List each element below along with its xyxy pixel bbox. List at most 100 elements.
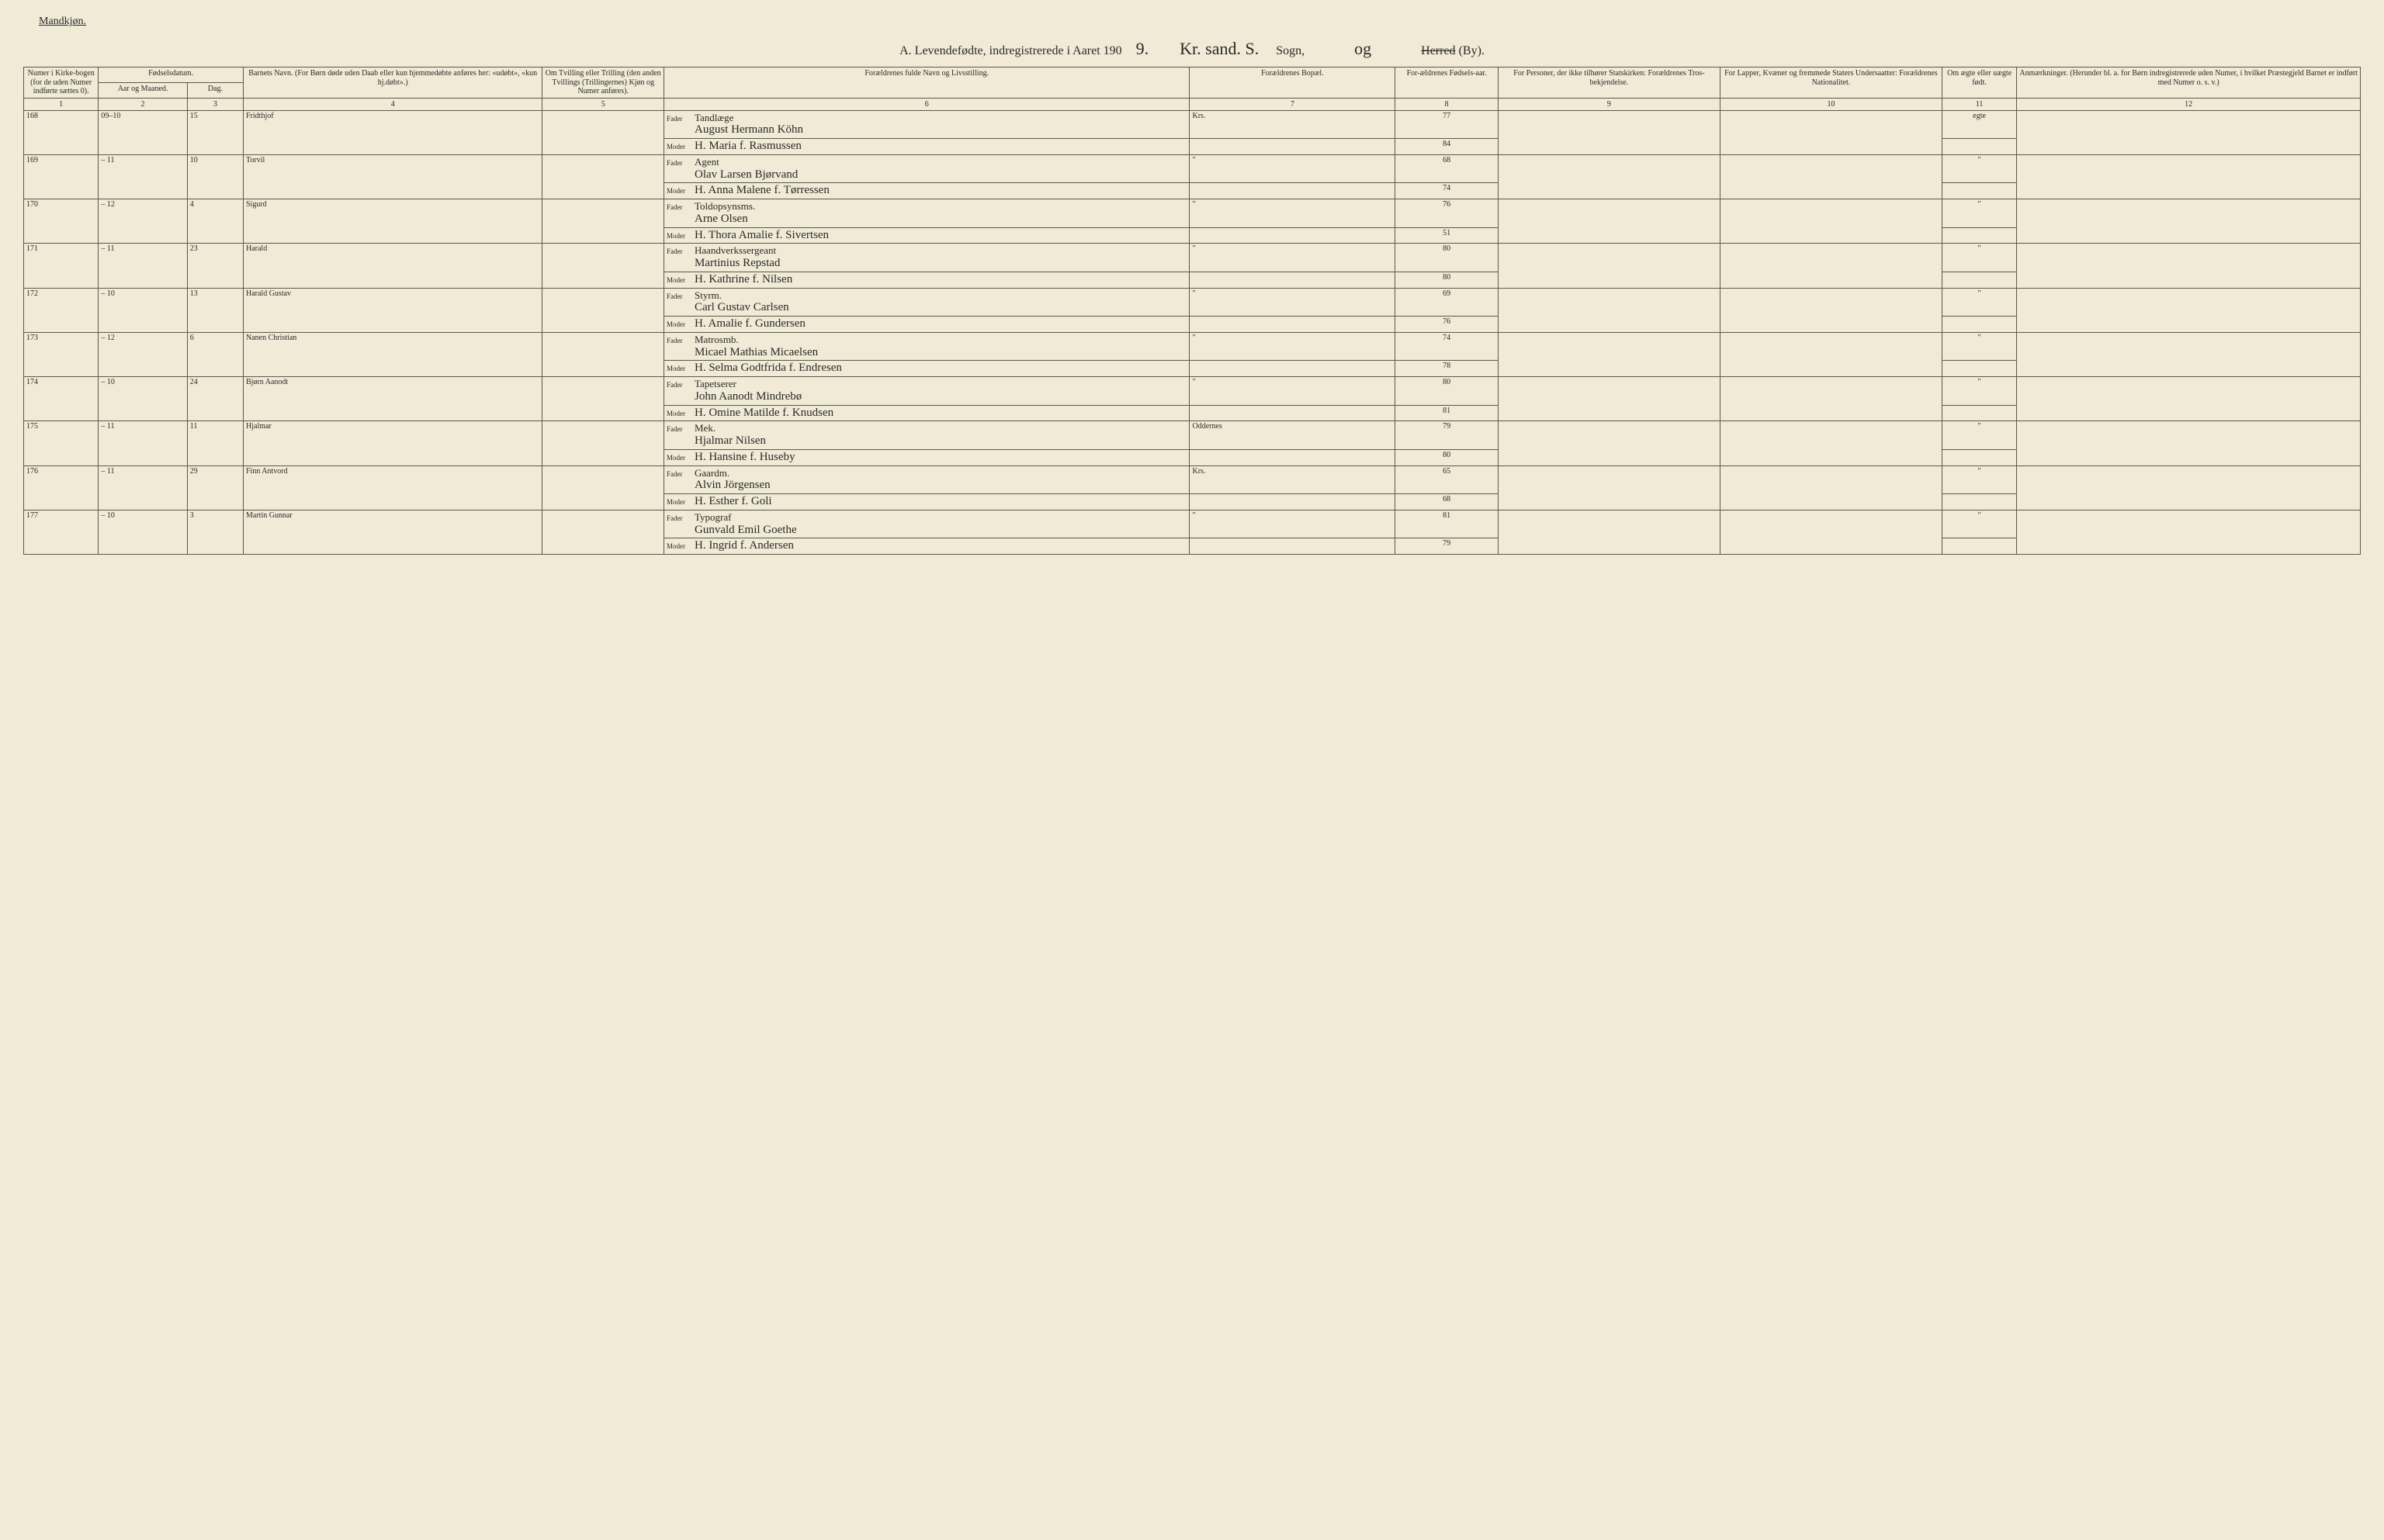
mother-year: 84 — [1395, 139, 1498, 155]
mother-year: 76 — [1395, 317, 1498, 333]
residence: Krs. — [1190, 465, 1395, 494]
father-text: Gaardm.Alvin Jörgensen — [695, 468, 771, 493]
father-label: Fader — [667, 204, 695, 211]
entry-row-father: 175– 1111HjalmarFaderMek.Hjalmar NilsenO… — [24, 421, 2361, 450]
remarks — [2017, 288, 2361, 332]
father-year: 80 — [1395, 377, 1498, 406]
twin-col — [542, 110, 664, 154]
father-cell: FaderHaandverkssergeantMartinius Repstad — [664, 244, 1189, 272]
twin-col — [542, 510, 664, 554]
residence-blank — [1190, 538, 1395, 555]
entry-number: 168 — [24, 110, 99, 154]
entry-number: 171 — [24, 244, 99, 288]
col-header-4: Barnets Navn. (For Børn døde uden Daab e… — [244, 67, 542, 99]
col-header-2-group: Fødselsdatum. — [99, 67, 244, 83]
child-name: Harald — [244, 244, 542, 288]
father-label: Fader — [667, 515, 695, 522]
father-cell: FaderStyrm.Carl Gustav Carlsen — [664, 288, 1189, 317]
father-cell: FaderTapetsererJohn Aanodt Mindrebø — [664, 377, 1189, 406]
father-label: Fader — [667, 337, 695, 344]
remarks — [2017, 332, 2361, 376]
mother-cell: ModerH. Ingrid f. Andersen — [664, 538, 1189, 555]
legitimacy-blank — [1942, 449, 2016, 465]
legitimacy-blank — [1942, 183, 2016, 199]
year-suffix: 9. — [1122, 39, 1163, 58]
mother-text: H. Kathrine f. Nilsen — [695, 274, 792, 286]
mother-label: Moder — [667, 543, 695, 550]
legitimacy: " — [1942, 244, 2016, 272]
herred-struck: Herred — [1421, 44, 1455, 57]
father-text: Styrm.Carl Gustav Carlsen — [695, 290, 789, 315]
mother-cell: ModerH. Thora Amalie f. Sivertsen — [664, 227, 1189, 244]
colnum: 4 — [244, 98, 542, 110]
child-name: Harald Gustav — [244, 288, 542, 332]
residence: " — [1190, 288, 1395, 317]
father-text: AgentOlav Larsen Bjørvand — [695, 157, 798, 182]
father-label: Fader — [667, 426, 695, 433]
remarks — [2017, 244, 2361, 288]
mother-label: Moder — [667, 277, 695, 284]
col-header-2b: Dag. — [187, 82, 243, 98]
entry-day: 23 — [187, 244, 243, 288]
nationality — [1720, 332, 1942, 376]
remarks — [2017, 154, 2361, 199]
confession — [1498, 465, 1720, 510]
entry-row-father: 170– 124SigurdFaderToldopsynsms.Arne Ols… — [24, 199, 2361, 228]
mother-label: Moder — [667, 499, 695, 506]
colnum: 11 — [1942, 98, 2016, 110]
legitimacy-blank — [1942, 272, 2016, 288]
col-header-8: For-ældrenes Fødsels-aar. — [1395, 67, 1498, 99]
confession — [1498, 421, 1720, 465]
remarks — [2017, 510, 2361, 554]
nationality — [1720, 421, 1942, 465]
mother-year: 80 — [1395, 449, 1498, 465]
entry-day: 4 — [187, 199, 243, 244]
mother-text: H. Ingrid f. Andersen — [695, 540, 794, 552]
twin-col — [542, 244, 664, 288]
nationality — [1720, 288, 1942, 332]
table-head: Numer i Kirke-bogen (for de uden Numer i… — [24, 67, 2361, 111]
confession — [1498, 510, 1720, 554]
residence-blank — [1190, 494, 1395, 510]
mother-text: H. Amalie f. Gundersen — [695, 318, 806, 330]
colnum: 9 — [1498, 98, 1720, 110]
residence-blank — [1190, 227, 1395, 244]
legitimacy: " — [1942, 332, 2016, 361]
col-header-11: Om ægte eller uægte født. — [1942, 67, 2016, 99]
entry-row-father: 16809–1015FridthjofFaderTandlægeAugust H… — [24, 110, 2361, 139]
father-text: Mek.Hjalmar Nilsen — [695, 423, 766, 448]
entry-row-father: 169– 1110TorvilFaderAgentOlav Larsen Bjø… — [24, 154, 2361, 183]
mother-text: H. Esther f. Goli — [695, 496, 772, 508]
father-year: 69 — [1395, 288, 1498, 317]
entry-row-father: 176– 1129Finn AntvordFaderGaardm.Alvin J… — [24, 465, 2361, 494]
mother-cell: ModerH. Amalie f. Gundersen — [664, 317, 1189, 333]
mother-text: H. Hansine f. Huseby — [695, 452, 795, 464]
legitimacy-blank — [1942, 139, 2016, 155]
mother-text: H. Thora Amalie f. Sivertsen — [695, 230, 829, 242]
father-label: Fader — [667, 293, 695, 300]
entry-day: 6 — [187, 332, 243, 376]
entry-year-month: – 11 — [99, 465, 187, 510]
mother-cell: ModerH. Omine Matilde f. Knudsen — [664, 405, 1189, 421]
mother-label: Moder — [667, 144, 695, 151]
twin-col — [542, 154, 664, 199]
legitimacy-blank — [1942, 494, 2016, 510]
father-cell: FaderMek.Hjalmar Nilsen — [664, 421, 1189, 450]
entry-day: 10 — [187, 154, 243, 199]
colnum: 6 — [664, 98, 1189, 110]
father-text: HaandverkssergeantMartinius Repstad — [695, 245, 780, 270]
col-header-7: Forældrenes Bopæl. — [1190, 67, 1395, 99]
nationality — [1720, 199, 1942, 244]
entry-row-father: 171– 1123HaraldFaderHaandverkssergeantMa… — [24, 244, 2361, 272]
mother-year: 51 — [1395, 227, 1498, 244]
mother-cell: ModerH. Hansine f. Huseby — [664, 449, 1189, 465]
residence: " — [1190, 154, 1395, 183]
mother-cell: ModerH. Esther f. Goli — [664, 494, 1189, 510]
residence: Krs. — [1190, 110, 1395, 139]
father-cell: FaderToldopsynsms.Arne Olsen — [664, 199, 1189, 228]
register-table: Numer i Kirke-bogen (for de uden Numer i… — [23, 67, 2361, 555]
entry-day: 15 — [187, 110, 243, 154]
legitimacy-blank — [1942, 538, 2016, 555]
entry-number: 172 — [24, 288, 99, 332]
mother-text: H. Maria f. Rasmussen — [695, 140, 802, 153]
